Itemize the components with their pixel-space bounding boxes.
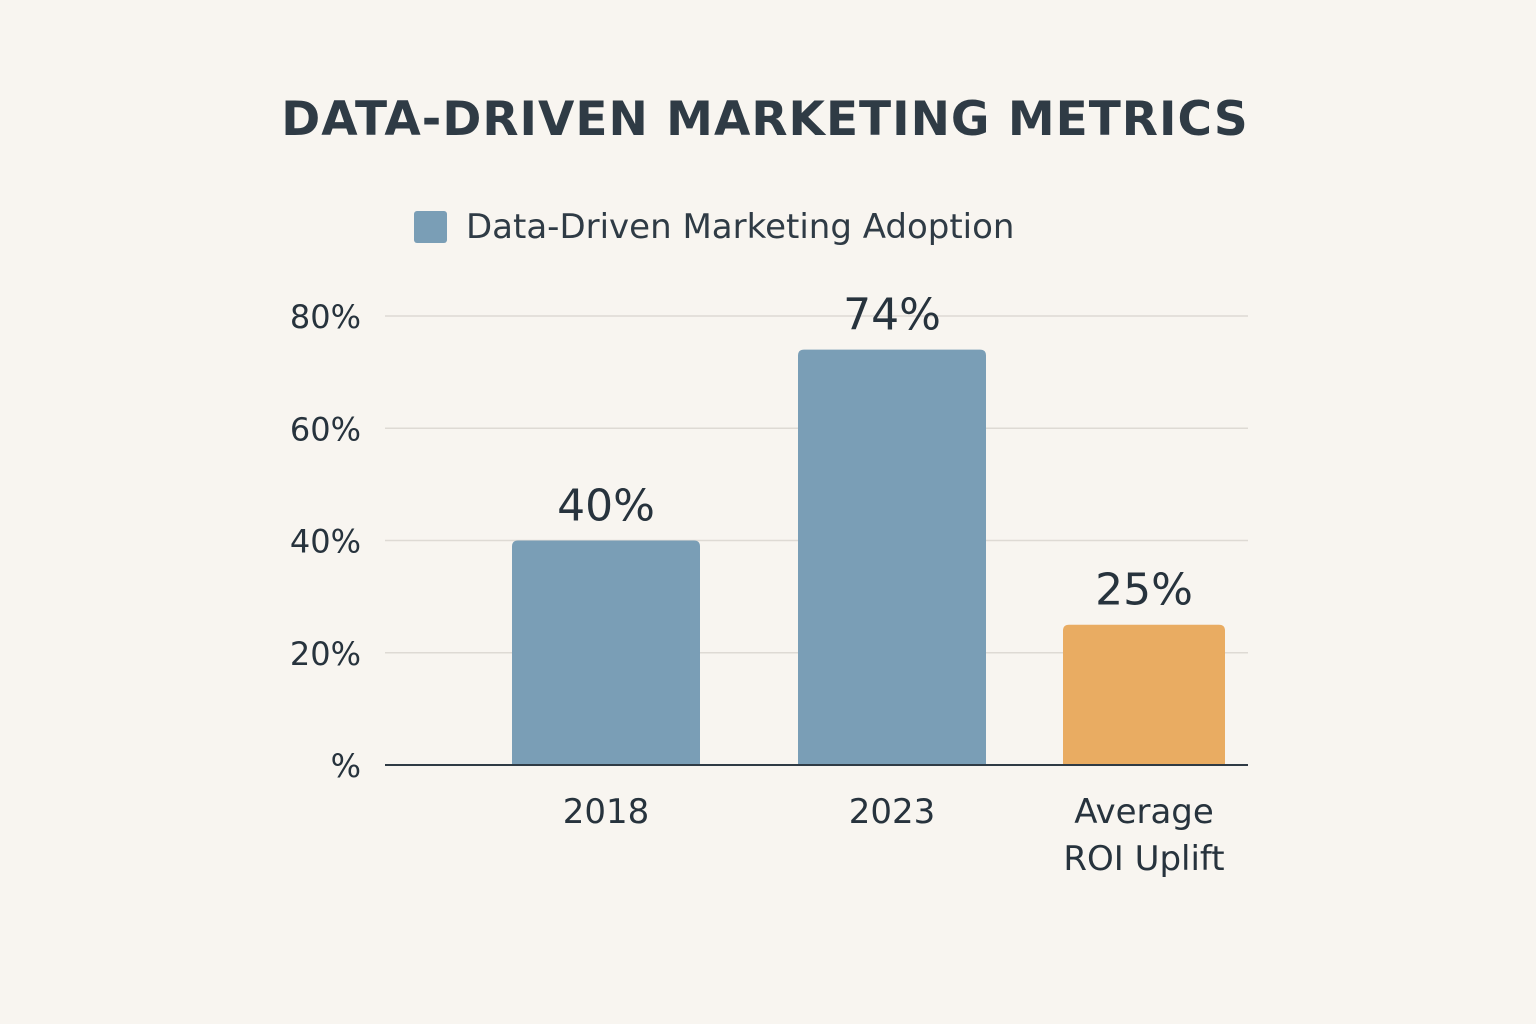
bar [798,349,986,765]
category-label: ROI Uplift [1063,839,1224,879]
y-tick-label: 80% [290,298,361,336]
y-axis-ticks: % 20% 40% 60% 80% [290,298,361,785]
y-tick-label: % [331,747,361,785]
bar [512,540,700,765]
y-tick-label: 60% [290,410,361,448]
value-label: 74% [843,290,941,341]
category-labels: 2018 2023 Average ROI Uplift [563,792,1225,879]
bars [512,349,1225,765]
category-label: 2018 [563,792,650,832]
y-tick-label: 20% [290,635,361,673]
y-tick-label: 40% [290,523,361,561]
value-label: 25% [1095,565,1193,616]
legend-swatch [414,211,447,243]
legend: Data-Driven Marketing Adoption [414,205,1014,249]
category-label: 2023 [849,792,936,832]
legend-label: Data-Driven Marketing Adoption [466,207,1015,247]
chart-title: DATA-DRIVEN MARKETING METRICS [281,92,1249,147]
bar [1063,624,1225,765]
value-labels: 40% 74% 25% [557,290,1193,616]
category-label: Average [1074,792,1214,832]
value-label: 40% [557,481,655,532]
